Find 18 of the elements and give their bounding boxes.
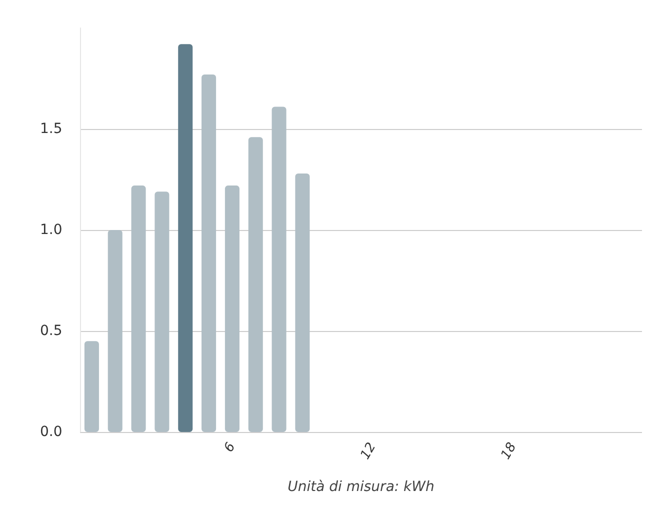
bar <box>224 186 240 432</box>
bar <box>131 186 146 432</box>
x-axis-title: Unità di misura: kWh <box>288 479 434 495</box>
y-tick-label: 1.0 <box>40 222 62 238</box>
bar <box>248 137 263 432</box>
bar <box>295 173 310 432</box>
x-tick-label: 12 <box>358 440 380 462</box>
bar <box>84 341 99 432</box>
bar <box>272 106 286 432</box>
bar <box>202 74 216 432</box>
bar <box>154 192 170 432</box>
bar <box>178 44 193 432</box>
x-tick-label: 6 <box>222 440 239 455</box>
y-tick-label: 0.5 <box>40 323 62 339</box>
y-tick-label: 0.0 <box>40 424 62 440</box>
x-tick-label: 18 <box>498 440 520 462</box>
y-tick-label: 1.5 <box>40 121 62 137</box>
bar <box>108 230 122 432</box>
